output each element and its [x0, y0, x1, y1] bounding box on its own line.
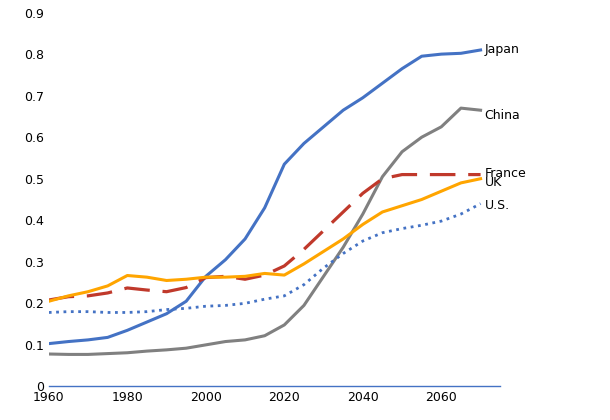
- Text: UK: UK: [484, 176, 502, 189]
- Text: Japan: Japan: [484, 44, 519, 56]
- Text: France: France: [484, 167, 526, 180]
- Text: China: China: [484, 109, 520, 122]
- Text: U.S.: U.S.: [484, 199, 509, 212]
